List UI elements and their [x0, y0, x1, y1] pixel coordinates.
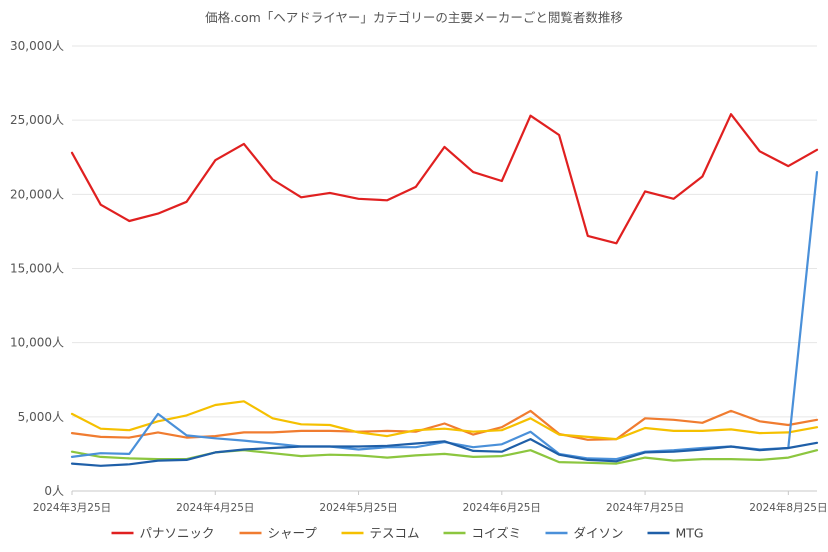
legend-item: コイズミ — [443, 526, 522, 541]
x-tick-label: 2024年4月25日 — [176, 501, 254, 514]
grid — [72, 45, 817, 492]
y-tick-label: 10,000人 — [10, 336, 64, 350]
series-line — [70, 449, 819, 465]
x-tick-label: 2024年6月25日 — [463, 501, 541, 514]
legend-label: ダイソン — [574, 526, 624, 541]
legend-item: テスコム — [341, 526, 420, 541]
series-line — [70, 400, 819, 441]
legend-label: テスコム — [370, 526, 420, 541]
y-tick-label: 5,000人 — [18, 410, 64, 424]
y-tick-label: 15,000人 — [10, 262, 64, 276]
legend-item: ダイソン — [545, 526, 624, 541]
x-tick-label: 2024年3月25日 — [33, 501, 111, 514]
chart-title: 価格.com「ヘアドライヤー」カテゴリーの主要メーカーごと閲覧者数推移 — [205, 10, 623, 25]
legend-label: シャープ — [268, 526, 318, 541]
legend-label: MTG — [676, 526, 704, 541]
legend-label: コイズミ — [472, 526, 522, 541]
y-tick-label: 25,000人 — [10, 113, 64, 127]
series-line — [70, 438, 819, 467]
x-tick-label: 2024年7月25日 — [606, 501, 684, 514]
series-lines — [70, 113, 819, 467]
legend: パナソニック シャープ テスコム コイズミ ダイソン MTG — [111, 526, 704, 541]
x-tick-label: 2024年5月25日 — [319, 501, 397, 514]
legend-item: MTG — [647, 526, 704, 541]
x-axis-ticks: 2024年3月25日 2024年4月25日 2024年5月25日 2024年6月25日… — [33, 491, 827, 514]
y-tick-label: 0人 — [44, 484, 64, 498]
x-tick-label: 2024年8月25日 — [749, 501, 827, 514]
y-tick-label: 30,000人 — [10, 39, 64, 53]
legend-label: パナソニック — [140, 526, 215, 541]
y-axis-ticks: 0人 5,000人 10,000人 15,000人 20,000人 25,000人 30,0… — [10, 39, 64, 498]
legend-item: シャープ — [239, 526, 318, 541]
series-line — [70, 113, 819, 245]
y-tick-label: 20,000人 — [10, 187, 64, 201]
legend-item: パナソニック — [111, 526, 215, 541]
